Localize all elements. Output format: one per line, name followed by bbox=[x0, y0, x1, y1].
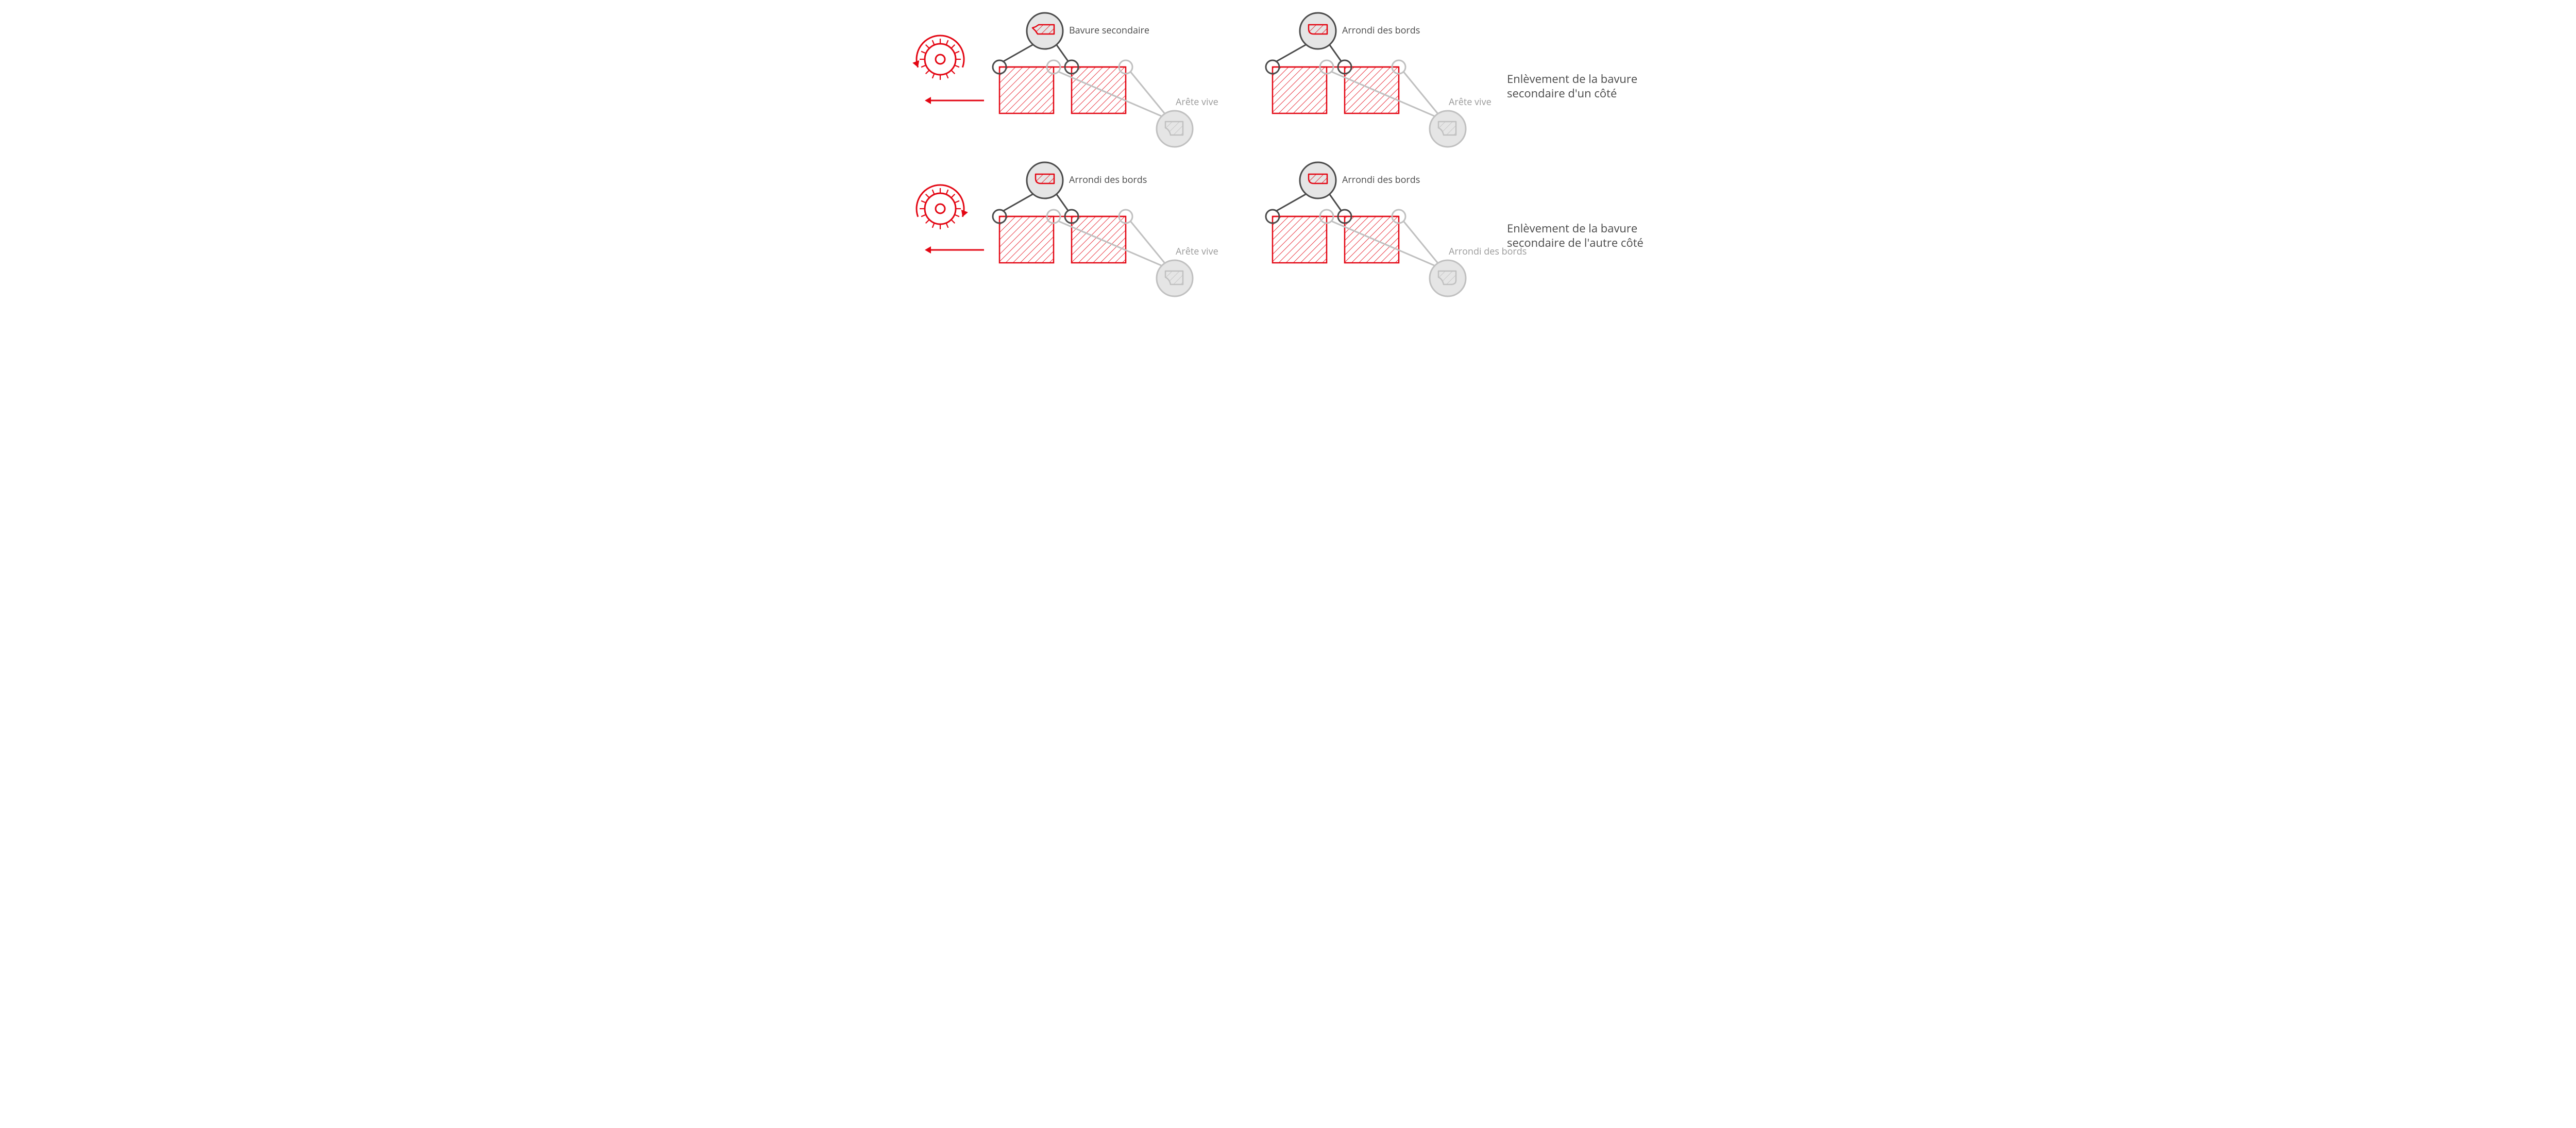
svg-text:Enlèvement de la bavure: Enlèvement de la bavure bbox=[1507, 71, 1637, 87]
top-magnifier-label: Arrondi des bords bbox=[1342, 174, 1420, 186]
top-magnifier-label: Arrondi des bords bbox=[1069, 174, 1147, 186]
top-magnifier-label: Bavure secondaire bbox=[1069, 24, 1149, 37]
bottom-magnifier-label: Arête vive bbox=[1176, 96, 1218, 108]
panel-top-left: Arête vive Bavure secondaire bbox=[993, 13, 1218, 147]
cutter-top bbox=[912, 36, 984, 104]
panel-bottom-right: Arrondi des bordsArrondi des bords bbox=[1266, 162, 1527, 296]
svg-text:secondaire d'un côté: secondaire d'un côté bbox=[1507, 86, 1617, 101]
caption-row-1: Enlèvement de la bavuresecondaire d'un c… bbox=[1507, 71, 1637, 101]
diagram-canvas: Arête vive Bavure secondaire Arête vive Arr… bbox=[881, 0, 1695, 304]
bottom-magnifier-label: Arête vive bbox=[1176, 245, 1218, 258]
bottom-magnifier-label: Arête vive bbox=[1449, 96, 1492, 108]
panel-top-right: Arête vive Arrondi des bords bbox=[1266, 13, 1492, 147]
top-magnifier-label: Arrondi des bords bbox=[1342, 24, 1420, 37]
svg-text:Enlèvement de la bavure: Enlèvement de la bavure bbox=[1507, 221, 1637, 236]
panel-bottom-left: Arête vive Arrondi des bords bbox=[993, 162, 1218, 296]
cutter-bottom bbox=[917, 185, 984, 254]
svg-text:secondaire de l'autre côté: secondaire de l'autre côté bbox=[1507, 235, 1643, 250]
caption-row-2: Enlèvement de la bavuresecondaire de l'a… bbox=[1507, 221, 1643, 250]
